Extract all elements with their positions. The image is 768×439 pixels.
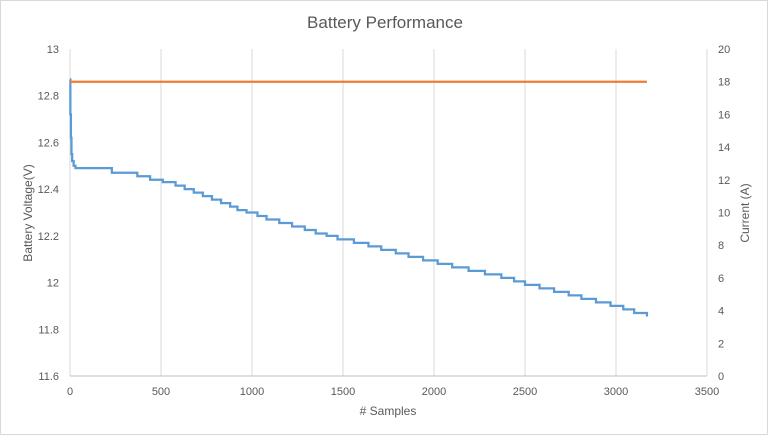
y2-tick-label: 2: [718, 338, 724, 350]
x-tick-label: 3000: [604, 386, 628, 398]
y2-tick-label: 0: [718, 371, 724, 383]
x-tick-label: 2500: [513, 386, 537, 398]
y-tick-label: 12.8: [38, 91, 59, 103]
y2-tick-label: 8: [718, 240, 724, 252]
voltage-series-line: [69, 78, 649, 317]
x-tick-label: 1000: [240, 386, 264, 398]
y2-tick-label: 16: [718, 109, 730, 121]
y-tick-label: 11.8: [38, 324, 59, 336]
y-tick-label: 11.6: [38, 371, 59, 383]
y2-tick-label: 6: [718, 273, 724, 285]
x-tick-label: 3500: [695, 386, 719, 398]
grid-lines: [69, 49, 708, 376]
series-lines: [69, 78, 649, 317]
y2-tick-label: 18: [718, 77, 730, 89]
y-tick-label: 13: [47, 44, 59, 56]
y2-tick-label: 14: [718, 142, 730, 154]
y-tick-label: 12.4: [38, 184, 59, 196]
x-tick-label: 0: [67, 386, 73, 398]
y2-tick-label: 4: [718, 306, 724, 318]
y2-tick-labels: 0 2 4 6 8 10 12 14 16 18 20: [718, 44, 730, 383]
y2-tick-label: 10: [718, 208, 730, 220]
y-tick-label: 12.6: [38, 137, 59, 149]
y2-axis-title: Current (A): [738, 183, 752, 242]
x-tick-label: 1500: [331, 386, 355, 398]
y-tick-label: 12: [47, 278, 59, 290]
y2-tick-label: 20: [718, 44, 730, 56]
x-tick-label: 2000: [422, 386, 446, 398]
y-tick-label: 12.2: [38, 231, 59, 243]
x-axis-title: # Samples: [360, 404, 417, 418]
x-tick-labels: 0 500 1000 1500 2000 2500 3000 3500: [67, 386, 719, 398]
chart-title: Battery Performance: [307, 13, 463, 32]
x-tick-label: 500: [152, 386, 170, 398]
y2-tick-label: 12: [718, 175, 730, 187]
y-axis-title: Battery Voltage(V): [21, 164, 35, 261]
y-tick-labels: 11.6 11.8 12 12.2 12.4 12.6 12.8 13: [38, 44, 59, 383]
